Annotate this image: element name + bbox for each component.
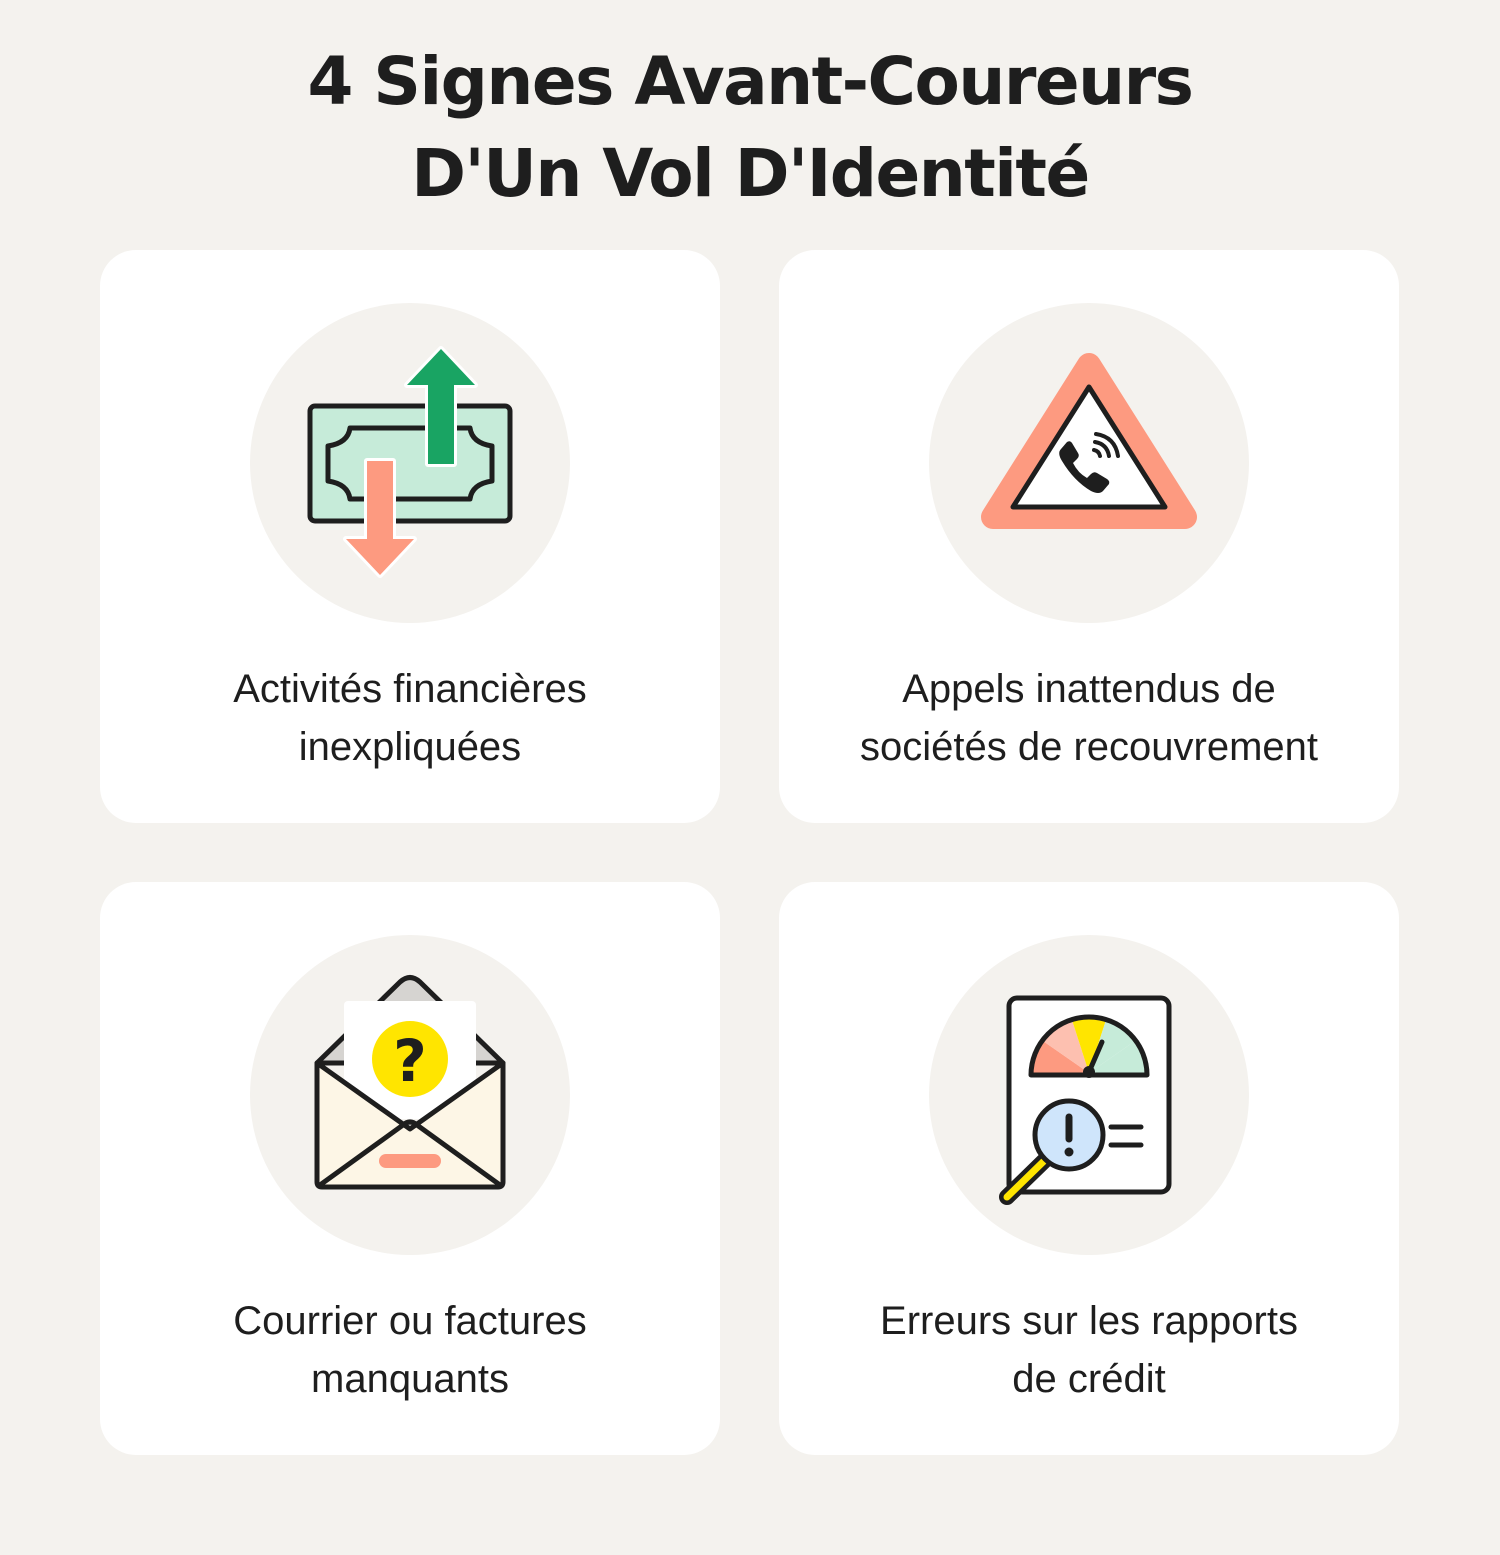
mail-question-icon: ? <box>314 975 506 1190</box>
card-label-line-1: Activités financières <box>233 667 587 711</box>
card-label-line-1: Courrier ou factures <box>233 1299 587 1343</box>
svg-text:?: ? <box>393 1027 427 1095</box>
card-label: Appels inattendus de sociétés de recouvr… <box>799 660 1379 776</box>
card-label-line-1: Appels inattendus de <box>902 667 1276 711</box>
card-label-line-1: Erreurs sur les rapports <box>880 1299 1298 1343</box>
warning-phone-call-icon <box>981 353 1197 529</box>
icon-circle <box>929 935 1249 1255</box>
credit-report-alert-icon <box>999 995 1172 1205</box>
sign-card-missing-mail: ? Courrier ou factures manquants <box>100 882 720 1455</box>
money-transfer-icon <box>307 346 513 578</box>
sign-card-financial-activity: Activités financières inexpliquées <box>100 250 720 823</box>
icon-circle: ? <box>250 935 570 1255</box>
card-label: Erreurs sur les rapports de crédit <box>799 1292 1379 1408</box>
page-title: 4 Signes Avant-Coureurs D'Un Vol D'Ident… <box>0 36 1500 220</box>
card-label-line-2: inexpliquées <box>298 725 522 769</box>
card-label-line-2: manquants <box>311 1357 509 1401</box>
icon-circle <box>250 303 570 623</box>
card-label-line-2: sociétés de recouvrement <box>859 725 1318 769</box>
sign-card-credit-report-errors: Erreurs sur les rapports de crédit <box>779 882 1399 1455</box>
sign-card-collection-calls: Appels inattendus de sociétés de recouvr… <box>779 250 1399 823</box>
icon-circle <box>929 303 1249 623</box>
card-label: Activités financières inexpliquées <box>120 660 700 776</box>
card-label: Courrier ou factures manquants <box>120 1292 700 1408</box>
page-title-line-1: 4 Signes Avant-Coureurs <box>307 43 1194 120</box>
page-title-line-2: D'Un Vol D'Identité <box>411 135 1090 212</box>
card-label-line-2: de crédit <box>1012 1357 1166 1401</box>
